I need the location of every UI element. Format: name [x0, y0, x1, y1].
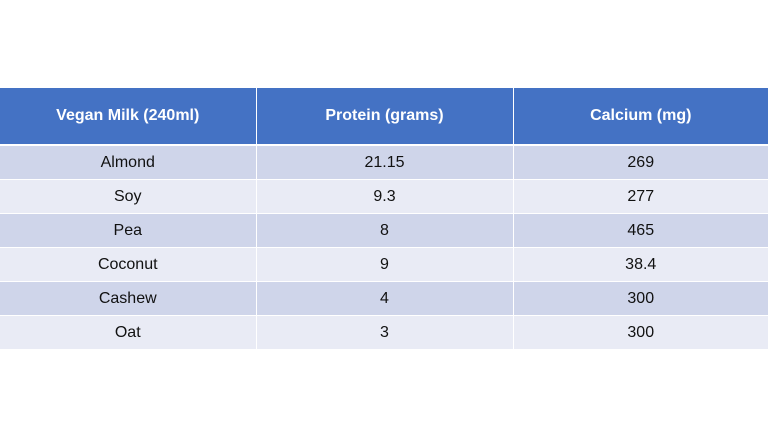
table-row: Coconut 9 38.4: [0, 247, 768, 282]
cell-protein: 8: [256, 213, 514, 248]
cell-calcium: 300: [513, 315, 768, 350]
table-row: Cashew 4 300: [0, 281, 768, 316]
table-row: Oat 3 300: [0, 315, 768, 350]
cell-protein: 9.3: [256, 179, 514, 214]
cell-milk: Coconut: [0, 247, 257, 282]
cell-milk: Soy: [0, 179, 257, 214]
table-body: Almond 21.15 269 Soy 9.3 277 Pea 8 465 C…: [0, 145, 768, 350]
header-protein: Protein (grams): [256, 88, 514, 146]
header-vegan-milk: Vegan Milk (240ml): [0, 88, 257, 146]
table-row: Soy 9.3 277: [0, 179, 768, 214]
table-row: Almond 21.15 269: [0, 145, 768, 180]
cell-protein: 21.15: [256, 145, 514, 180]
header-row: Vegan Milk (240ml) Protein (grams) Calci…: [0, 88, 768, 146]
cell-milk: Almond: [0, 145, 257, 180]
cell-protein: 3: [256, 315, 514, 350]
cell-milk: Oat: [0, 315, 257, 350]
cell-calcium: 465: [513, 213, 768, 248]
header-calcium: Calcium (mg): [513, 88, 768, 146]
cell-calcium: 300: [513, 281, 768, 316]
table-row: Pea 8 465: [0, 213, 768, 248]
cell-calcium: 277: [513, 179, 768, 214]
cell-calcium: 269: [513, 145, 768, 180]
cell-milk: Cashew: [0, 281, 257, 316]
vegan-milk-table: Vegan Milk (240ml) Protein (grams) Calci…: [0, 88, 768, 350]
cell-milk: Pea: [0, 213, 257, 248]
cell-protein: 9: [256, 247, 514, 282]
table-header: Vegan Milk (240ml) Protein (grams) Calci…: [0, 88, 768, 146]
cell-calcium: 38.4: [513, 247, 768, 282]
cell-protein: 4: [256, 281, 514, 316]
